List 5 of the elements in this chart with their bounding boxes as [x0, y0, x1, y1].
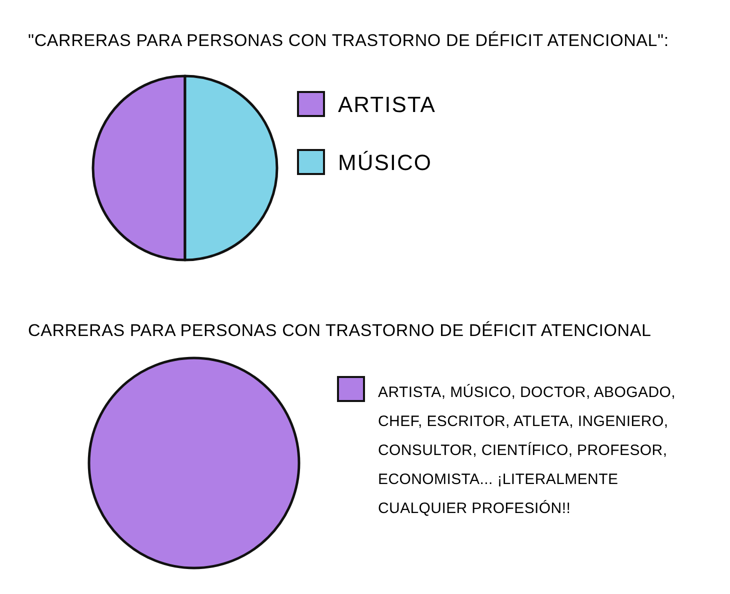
- legend-label: ARTISTA: [338, 92, 436, 117]
- chart-title: CARRERAS PARA PERSONAS CON TRASTORNO DE DÉFICIT ATENCIONAL: [28, 321, 652, 340]
- legend-label: MÚSICO: [338, 150, 432, 175]
- legend-label: ARTISTA, MÚSICO, DOCTOR, ABOGADO, CHEF, ESCRITOR, ATLETA, INGENIERO, CONSULTOR, CIENTÍFICO, PROFESOR, ECONOMISTA... ¡LITERALMENTE CUALQUIER PROFESIÓN!!: [378, 383, 676, 517]
- chart-title: "CARRERAS PARA PERSONAS CON TRASTORNO DE DÉFICIT ATENCIONAL":: [28, 31, 669, 50]
